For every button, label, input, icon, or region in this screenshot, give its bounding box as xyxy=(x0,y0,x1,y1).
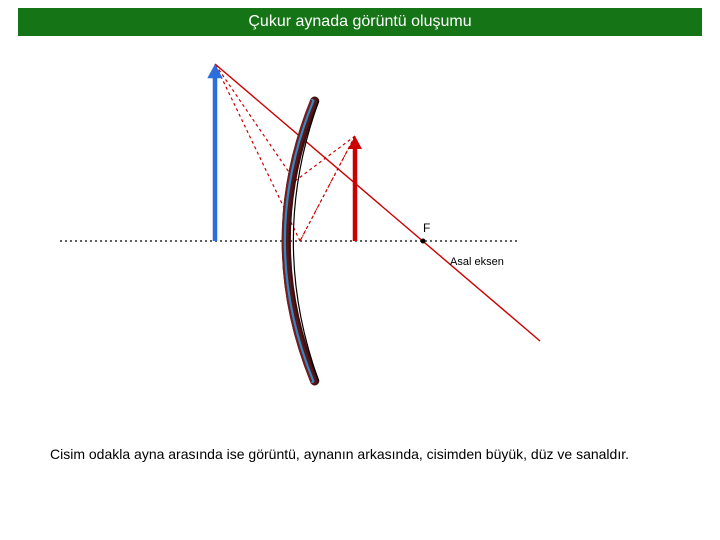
focal-point-label: F xyxy=(423,221,430,235)
principal-axis-label: Asal eksen xyxy=(450,256,504,268)
title-text: Çukur aynada görüntü oluşumu xyxy=(248,13,471,31)
caption-text: Cisim odakla ayna arasında ise görüntü, … xyxy=(50,440,670,468)
optics-diagram-svg xyxy=(0,36,720,396)
diagram-area: F Asal eksen xyxy=(0,36,720,396)
title-bar: Çukur aynada görüntü oluşumu xyxy=(18,8,702,36)
